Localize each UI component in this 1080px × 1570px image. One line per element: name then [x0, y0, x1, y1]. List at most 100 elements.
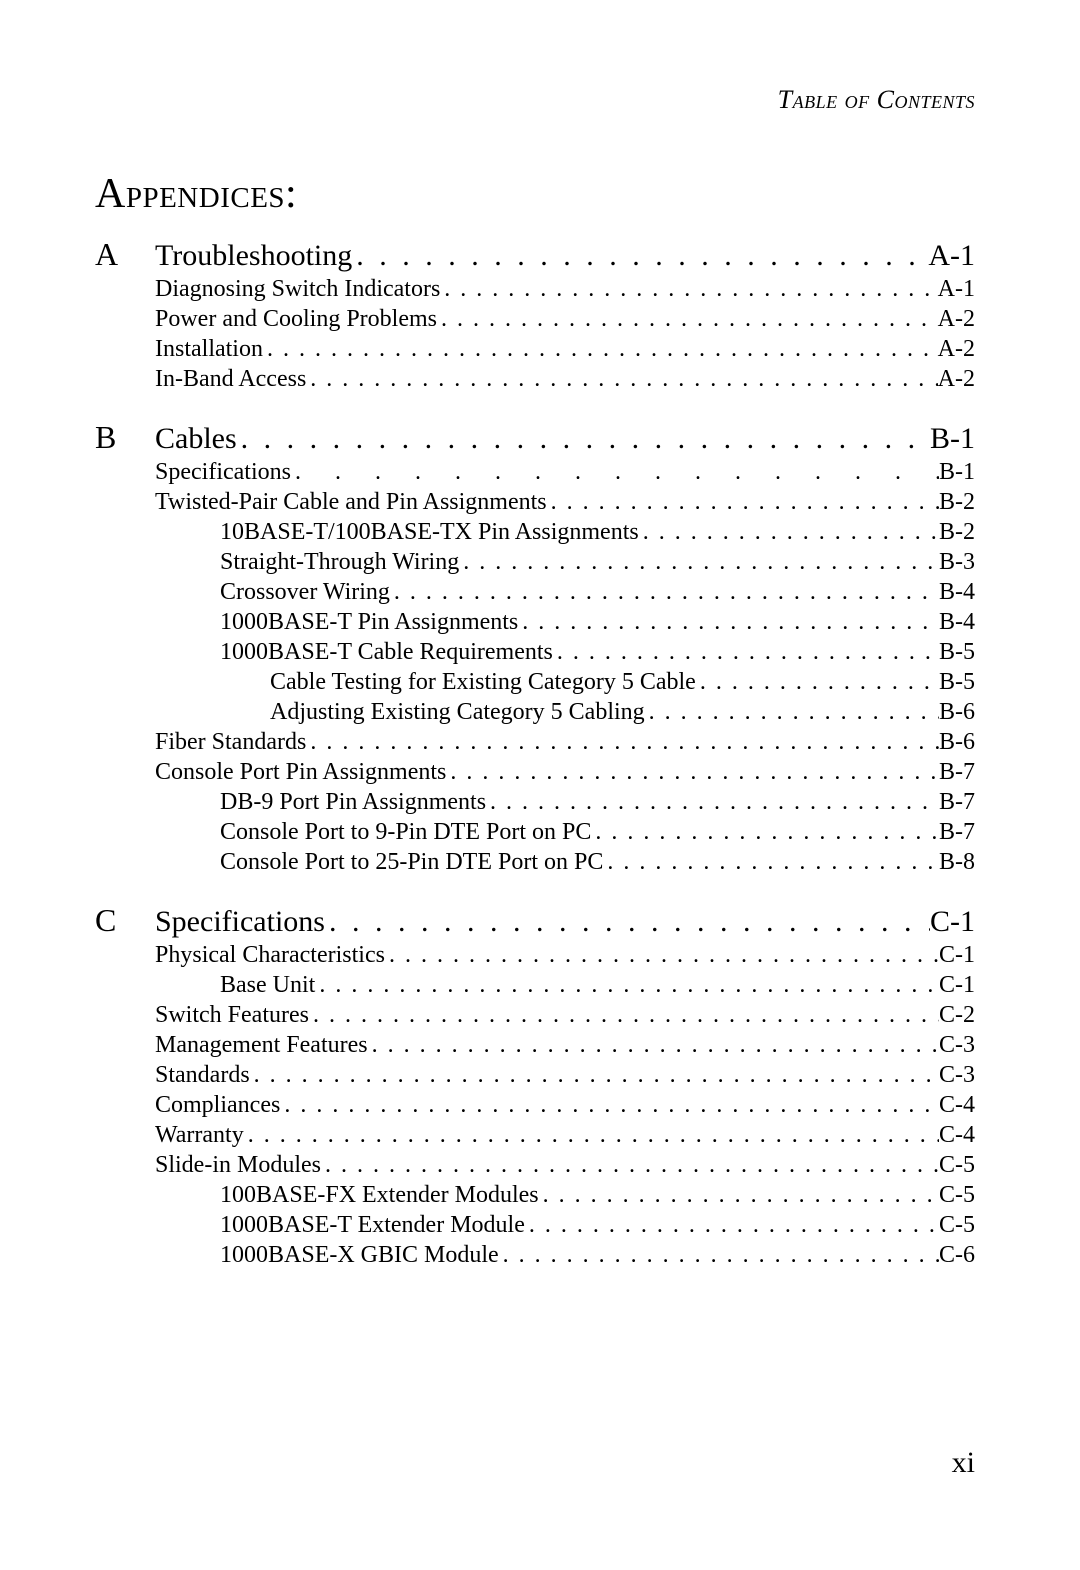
- toc-leader: . . . . . . . . . . . . . . . . . . . . …: [315, 973, 939, 997]
- toc-entry-title: 1000BASE-T Cable Requirements: [220, 640, 553, 664]
- toc-appendix-row: BCables . . . . . . . . . . . . . . . . …: [95, 421, 975, 454]
- toc-entry-title: Standards: [155, 1063, 250, 1087]
- toc-entry-title: In-Band Access: [155, 367, 306, 391]
- toc-chapter-page: B-1: [930, 424, 975, 454]
- toc-entry-page: C-1: [939, 943, 975, 967]
- toc-entry-row: Compliances . . . . . . . . . . . . . . …: [95, 1093, 975, 1117]
- toc-entry-title: Console Port to 9-Pin DTE Port on PC: [220, 820, 591, 844]
- toc-leader: . . . . . . . . . . . . . . . . . . . . …: [368, 1033, 939, 1057]
- toc-entry-page: A-1: [938, 277, 975, 301]
- toc-entry-row: Switch Features . . . . . . . . . . . . …: [95, 1003, 975, 1027]
- toc-entry-page: C-5: [939, 1153, 975, 1177]
- toc-leader: . . . . . . . . . . . . . . . . . . . . …: [237, 424, 930, 454]
- toc-entry-page: C-3: [939, 1063, 975, 1087]
- toc-entry-row: Warranty . . . . . . . . . . . . . . . .…: [95, 1123, 975, 1147]
- toc-leader: . . . . . . . . . . . . . . . . . . . . …: [306, 367, 937, 391]
- toc-entry-title: Specifications: [155, 460, 291, 484]
- toc-leader: . . . . . . . . . . . . . . . . . . . . …: [263, 337, 938, 361]
- toc-leader: . . . . . . . . . . . . . . . . . . . . …: [446, 760, 939, 784]
- toc-chapter-page: A-1: [928, 241, 975, 271]
- toc-leader: . . . . . . . . . . . . . . . . . . . . …: [603, 850, 939, 874]
- toc-entry-title: Physical Characteristics: [155, 943, 385, 967]
- page-number: xi: [952, 1446, 975, 1480]
- toc-entry-page: B-2: [939, 490, 975, 514]
- toc-entry-page: C-4: [939, 1093, 975, 1117]
- toc-entry-page: B-6: [939, 730, 975, 754]
- toc-leader: . . . . . . . . . . . . . . . . . . . . …: [385, 943, 939, 967]
- toc-entry-page: B-4: [939, 610, 975, 634]
- toc-entry-title: Management Features: [155, 1033, 368, 1057]
- running-head: Table of Contents: [95, 85, 975, 115]
- toc-leader: . . . . . . . . . . . . . . . . . . . . …: [440, 277, 937, 301]
- toc-entry-row: 1000BASE-X GBIC Module . . . . . . . . .…: [95, 1243, 975, 1267]
- toc-entry-row: Slide-in Modules . . . . . . . . . . . .…: [95, 1153, 975, 1177]
- toc-entry-page: C-3: [939, 1033, 975, 1057]
- toc-entry-page: B-7: [939, 820, 975, 844]
- toc-leader: . . . . . . . . . . . . . . . . . . . . …: [499, 1243, 939, 1267]
- toc-entry-title: Adjusting Existing Category 5 Cabling: [270, 700, 645, 724]
- toc-entry-page: C-5: [939, 1213, 975, 1237]
- toc-leader: . . . . . . . . . . . . . . . . . . . . …: [250, 1063, 939, 1087]
- toc-entry-title: Warranty: [155, 1123, 244, 1147]
- toc-entry-page: B-5: [939, 670, 975, 694]
- toc-leader: . . . . . . . . . . . . . . . . . . . . …: [437, 307, 938, 331]
- toc-entry-page: C-2: [939, 1003, 975, 1027]
- toc-entry-title: Crossover Wiring: [220, 580, 390, 604]
- toc-entry-row: 10BASE-T/100BASE-TX Pin Assignments . . …: [95, 520, 975, 544]
- toc-appendix-row: ATroubleshooting . . . . . . . . . . . .…: [95, 238, 975, 271]
- toc-entry-row: Adjusting Existing Category 5 Cabling . …: [95, 700, 975, 724]
- toc-entry-page: B-1: [939, 460, 975, 484]
- toc-entry-row: In-Band Access . . . . . . . . . . . . .…: [95, 367, 975, 391]
- toc-entry-row: Straight-Through Wiring . . . . . . . . …: [95, 550, 975, 574]
- toc-entry-page: B-7: [939, 790, 975, 814]
- toc-entry-title: Compliances: [155, 1093, 280, 1117]
- toc-leader: . . . . . . . . . . . . . . . . . . . . …: [645, 700, 939, 724]
- toc-entry-title: Console Port Pin Assignments: [155, 760, 446, 784]
- toc-chapter-title: Troubleshooting: [155, 241, 352, 271]
- toc-chapter-title: Specifications: [155, 907, 325, 937]
- toc-entry-title: DB-9 Port Pin Assignments: [220, 790, 486, 814]
- toc-leader: . . . . . . . . . . . . . . . . . . . . …: [291, 460, 939, 484]
- toc-entry-row: 100BASE-FX Extender Modules . . . . . . …: [95, 1183, 975, 1207]
- toc-entry-title: 100BASE-FX Extender Modules: [220, 1183, 539, 1207]
- toc-entry-title: Diagnosing Switch Indicators: [155, 277, 440, 301]
- toc-entry-page: C-1: [939, 973, 975, 997]
- toc-entry-title: Power and Cooling Problems: [155, 307, 437, 331]
- toc-entry-row: Fiber Standards . . . . . . . . . . . . …: [95, 730, 975, 754]
- toc-entry-title: 1000BASE-T Pin Assignments: [220, 610, 518, 634]
- appendix-letter: A: [95, 238, 155, 270]
- toc-leader: . . . . . . . . . . . . . . . . . . . . …: [244, 1123, 939, 1147]
- toc-entry-page: B-3: [939, 550, 975, 574]
- toc-entry-title: Slide-in Modules: [155, 1153, 321, 1177]
- toc-entry-row: Twisted-Pair Cable and Pin Assignments .…: [95, 490, 975, 514]
- toc-entry-title: Cable Testing for Existing Category 5 Ca…: [270, 670, 696, 694]
- toc-entry-row: Management Features . . . . . . . . . . …: [95, 1033, 975, 1057]
- toc-leader: . . . . . . . . . . . . . . . . . . . . …: [553, 640, 939, 664]
- toc-entry-row: Specifications . . . . . . . . . . . . .…: [95, 460, 975, 484]
- toc-leader: . . . . . . . . . . . . . . . . . . . . …: [459, 550, 939, 574]
- appendix-letter: B: [95, 421, 155, 453]
- toc-entry-page: B-2: [939, 520, 975, 544]
- toc-entry-row: Cable Testing for Existing Category 5 Ca…: [95, 670, 975, 694]
- toc-leader: . . . . . . . . . . . . . . . . . . . . …: [525, 1213, 939, 1237]
- toc-entry-page: B-5: [939, 640, 975, 664]
- appendix-letter: C: [95, 904, 155, 936]
- toc-entry-title: Fiber Standards: [155, 730, 306, 754]
- toc-entry-page: B-8: [939, 850, 975, 874]
- toc-leader: . . . . . . . . . . . . . . . . . . . . …: [325, 907, 930, 937]
- toc-chapter-title: Cables: [155, 424, 237, 454]
- toc-leader: . . . . . . . . . . . . . . . . . . . . …: [309, 1003, 939, 1027]
- toc-leader: . . . . . . . . . . . . . . . . . . . . …: [486, 790, 939, 814]
- toc-entry-page: B-6: [939, 700, 975, 724]
- toc-entry-title: Straight-Through Wiring: [220, 550, 459, 574]
- toc-entry-title: Switch Features: [155, 1003, 309, 1027]
- toc-chapter-page: C-1: [930, 907, 975, 937]
- toc-entry-page: C-6: [939, 1243, 975, 1267]
- toc-entry-row: 1000BASE-T Extender Module . . . . . . .…: [95, 1213, 975, 1237]
- toc-entry-title: Base Unit: [220, 973, 315, 997]
- toc-leader: . . . . . . . . . . . . . . . . . . . . …: [518, 610, 939, 634]
- toc-leader: . . . . . . . . . . . . . . . . . . . . …: [390, 580, 939, 604]
- toc-entry-row: Console Port to 9-Pin DTE Port on PC . .…: [95, 820, 975, 844]
- toc-entry-page: C-5: [939, 1183, 975, 1207]
- toc-appendix-row: CSpecifications . . . . . . . . . . . . …: [95, 904, 975, 937]
